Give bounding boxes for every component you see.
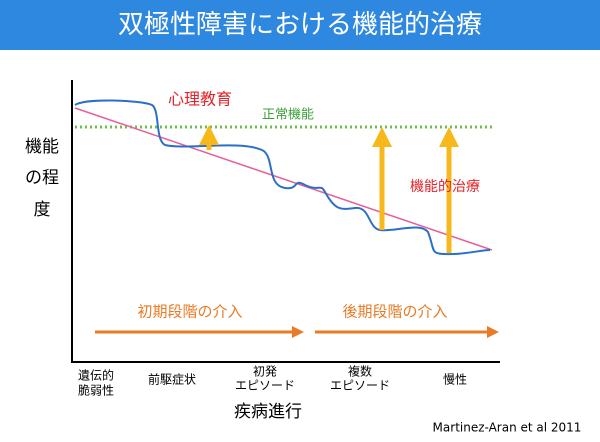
y-label-line: 機能: [25, 137, 59, 157]
citation: Martinez-Aran et al 2011: [433, 421, 582, 435]
y-label-line: の程: [25, 168, 59, 188]
annotation: 正常機能: [262, 108, 314, 123]
stage-label: 慢性: [443, 373, 467, 387]
header-band: [0, 0, 600, 50]
stage-label: 遺伝的: [78, 368, 114, 383]
stage-label: エピソード: [235, 379, 295, 393]
y-axis-label: 機能 の程 度: [25, 137, 59, 220]
stage-label: 前駆症状: [148, 372, 196, 387]
stage-label: エピソード: [330, 379, 390, 393]
function-curve: [74, 99, 491, 256]
y-label-line: 度: [34, 200, 51, 220]
stage-label: 脆弱性: [78, 383, 114, 398]
decline-line: [74, 107, 493, 251]
stage-labels: 遺伝的 脆弱性 前駆症状 初発 エピソード 複数 エピソード 慢性: [78, 364, 467, 398]
stage-label: 初発: [253, 365, 277, 379]
annotation: 心理教育: [168, 90, 232, 109]
annotation: 機能的治療: [410, 178, 480, 195]
title: 双極性障害における機能的治療: [118, 10, 482, 40]
x-axis-label: 疾病進行: [234, 402, 302, 422]
annotation: 後期段階の介入: [342, 303, 447, 321]
annotation: 初期段階の介入: [137, 303, 242, 321]
stage-label: 複数: [348, 364, 372, 379]
